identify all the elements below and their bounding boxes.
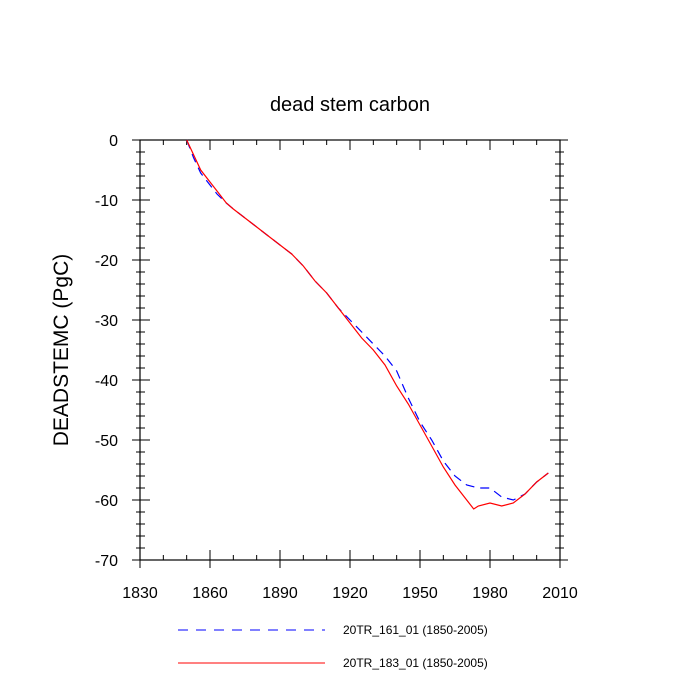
- x-tick-label: 1830: [122, 585, 158, 602]
- axis-ticks: [132, 139, 568, 568]
- y-tick-label: -20: [95, 253, 118, 270]
- series-line-1: [186, 139, 549, 501]
- x-tick-label: 1890: [262, 585, 298, 602]
- x-tick-label: 1980: [472, 585, 508, 602]
- y-tick-label: -50: [95, 433, 118, 450]
- legend: 20TR_161_01 (1850-2005) 20TR_183_01 (1850…: [178, 623, 488, 670]
- y-tick-label: 0: [109, 133, 118, 150]
- y-tick-label: -10: [95, 193, 118, 210]
- x-tick-label: 1860: [192, 585, 228, 602]
- series-line-2: [186, 139, 549, 510]
- chart-title: dead stem carbon: [270, 94, 430, 116]
- legend-label-1: 20TR_161_01 (1850-2005): [343, 623, 488, 637]
- x-tick-label: 1920: [332, 585, 368, 602]
- y-tick-label: -70: [95, 553, 118, 570]
- y-tick-label: -60: [95, 493, 118, 510]
- axis-tick-labels: 1830 1860 1890 1920 1950 1980 2010 0 -10 -20 -30 -4…: [95, 133, 578, 602]
- x-tick-label: 2010: [542, 585, 578, 602]
- y-axis-label: DEADSTEMC (PgC): [50, 254, 73, 447]
- y-tick-label: -30: [95, 313, 118, 330]
- plot-frame: [139, 139, 561, 561]
- x-tick-label: 1950: [402, 585, 438, 602]
- legend-label-2: 20TR_183_01 (1850-2005): [343, 656, 488, 670]
- series-lines: [186, 139, 549, 510]
- y-tick-label: -40: [95, 373, 118, 390]
